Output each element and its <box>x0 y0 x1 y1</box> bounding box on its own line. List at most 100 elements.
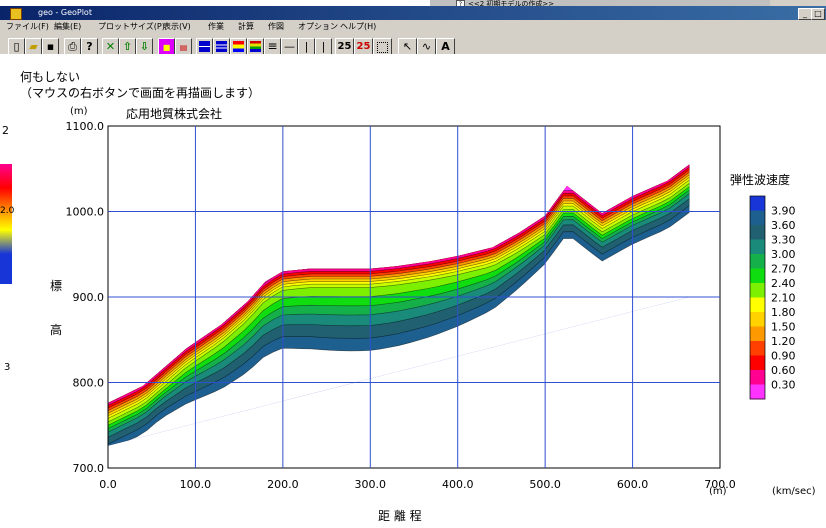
legend-frame <box>749 195 766 400</box>
font-size-alt-button[interactable]: 25 <box>354 38 373 55</box>
menu-plot-size[interactable]: プロットサイズ(P) <box>98 22 165 31</box>
help-button[interactable]: ? <box>81 38 98 55</box>
help-icon: ? <box>86 40 93 53</box>
floppy-disk-icon: ▪ <box>46 40 55 53</box>
background-window-edge <box>770 0 826 9</box>
y-tick-label: 1000.0 <box>66 206 105 219</box>
legend-level-label: 0.60 <box>771 364 796 377</box>
legend-level-label: 1.80 <box>771 306 796 319</box>
cell-color-icon: ■ <box>162 43 171 52</box>
x-tick-label: 300.0 <box>355 478 387 491</box>
x-tick-label: 700.0 <box>704 478 736 491</box>
new-file-icon: ▯ <box>13 40 20 53</box>
fill-rainbow-button[interactable] <box>230 38 247 55</box>
y-tick-label: 800.0 <box>73 377 105 390</box>
side-label-2-0: 2.0 <box>0 206 15 216</box>
color-scale-button[interactable]: ▤ <box>175 38 192 55</box>
legend-level-label: 2.40 <box>771 277 796 290</box>
menu-calc[interactable]: 計算 <box>238 22 254 31</box>
x-tick-label: 400.0 <box>442 478 474 491</box>
company-name: 応用地質株式会社 <box>126 106 222 121</box>
legend-unit: (km/sec) <box>772 486 816 497</box>
y-axis-unit: (m) <box>70 106 88 117</box>
menu-view[interactable]: 表示(V) <box>163 22 191 31</box>
vertical-line-icon: | <box>321 40 326 53</box>
title-bar: geo - GeoPlot _ □ <box>0 6 826 20</box>
fill-blue-button[interactable] <box>196 38 213 55</box>
contour-lines-button[interactable]: ≡ <box>264 38 281 55</box>
horizontal-lines-icon: ≡ <box>267 39 278 53</box>
velocity-section-chart[interactable]: 応用地質株式会社 (m) 700.0 800.0 900.0 1000.0 1100.0… <box>14 54 826 524</box>
dotted-grid-icon <box>377 42 388 53</box>
font-size-button[interactable]: 25 <box>335 38 354 55</box>
legend-level-label: 3.60 <box>771 219 796 232</box>
velocity-fill <box>108 164 690 446</box>
legend-level-label: 2.10 <box>771 292 796 305</box>
x-axis-label: 距 離 程 <box>378 508 422 523</box>
open-file-button[interactable]: ▰ <box>25 38 42 55</box>
vertical-line-button-2[interactable]: | <box>315 38 332 55</box>
app-icon[interactable] <box>10 8 22 20</box>
legend-swatch <box>750 384 765 400</box>
x-axis-unit: (m) <box>709 486 727 497</box>
y-axis-label-1: 標 <box>50 279 62 293</box>
color-bar-rainbow-icon <box>233 41 244 52</box>
save-button[interactable]: ▪ <box>42 38 59 55</box>
side-label-2: 2 <box>2 124 9 137</box>
menu-options[interactable]: オプション <box>298 22 338 31</box>
legend-swatch <box>750 283 765 298</box>
menu-edit[interactable]: 編集(E) <box>54 22 82 31</box>
side-color-strip <box>0 164 12 284</box>
menu-work[interactable]: 作業 <box>208 22 224 31</box>
vertical-line-button[interactable]: | <box>298 38 315 55</box>
x-tick-label: 0.0 <box>99 478 117 491</box>
new-file-button[interactable]: ▯ <box>8 38 25 55</box>
fill-blue-lines-button[interactable] <box>213 38 230 55</box>
velocity-legend: 弾性波速度 3.903.60 3.303.00 2.702.40 2.101.80 1.5… <box>730 172 816 497</box>
arrow-down-icon: ⇩ <box>139 40 150 53</box>
y-tick-label: 900.0 <box>73 291 105 304</box>
clear-button[interactable]: ✕ <box>102 38 119 55</box>
status-message: 何もしない <box>20 70 81 84</box>
legend-swatch <box>750 355 765 371</box>
horizontal-line-button[interactable]: — <box>281 38 298 55</box>
scroll-down-button[interactable]: ⇩ <box>136 38 153 55</box>
plot-area: 何もしない （マウスの右ボタンで画面を再描画します） 応用地質株式会社 (m) … <box>14 54 826 524</box>
y-axis-ticks: 700.0 800.0 900.0 1000.0 1100.0 <box>66 120 105 475</box>
background-window-title: <<2 初期モデルの作成>> <box>468 0 555 8</box>
print-button[interactable]: ⎙ <box>64 38 81 55</box>
y-tick-label: 700.0 <box>73 462 105 475</box>
horizontal-line-icon: — <box>284 40 295 53</box>
legend-swatch <box>750 370 765 385</box>
side-panel: 2 2.0 3 <box>0 54 15 524</box>
menu-file[interactable]: ファイル(F) <box>6 22 49 31</box>
text-tool-button[interactable]: A <box>436 38 455 55</box>
color-scale-icon: ▤ <box>179 43 188 52</box>
cell-color-button[interactable]: ■ <box>158 38 175 55</box>
legend-swatch <box>750 225 765 240</box>
window-title: geo - GeoPlot <box>38 8 92 17</box>
select-pointer-button[interactable]: ↖ <box>398 38 417 55</box>
fill-multicolor-button[interactable] <box>247 38 264 55</box>
legend-swatch <box>750 297 765 313</box>
menu-help[interactable]: ヘルプ(H) <box>340 22 377 31</box>
draw-curve-button[interactable]: ∿ <box>417 38 436 55</box>
minimize-button[interactable]: _ <box>798 8 812 20</box>
legend-swatch <box>750 312 765 327</box>
color-bar-multi-icon <box>250 41 261 52</box>
x-tick-label: 500.0 <box>529 478 561 491</box>
legend-title: 弾性波速度 <box>730 172 790 187</box>
legend-swatch <box>750 254 765 269</box>
x-tick-label: 100.0 <box>180 478 212 491</box>
side-label-3: 3 <box>4 362 11 373</box>
menu-bar: ファイル(F) 編集(E) プロットサイズ(P) 表示(V) 作業 計算 作図 … <box>0 20 826 34</box>
menu-draw[interactable]: 作図 <box>268 22 284 31</box>
maximize-button[interactable]: □ <box>811 8 825 20</box>
x-tick-label: 200.0 <box>267 478 299 491</box>
legend-level-label: 1.20 <box>771 335 796 348</box>
legend-swatch <box>750 210 765 226</box>
legend-level-label: 0.90 <box>771 350 796 363</box>
grid-button[interactable] <box>373 38 392 55</box>
open-folder-icon: ▰ <box>29 40 38 53</box>
scroll-up-button[interactable]: ⇧ <box>119 38 136 55</box>
